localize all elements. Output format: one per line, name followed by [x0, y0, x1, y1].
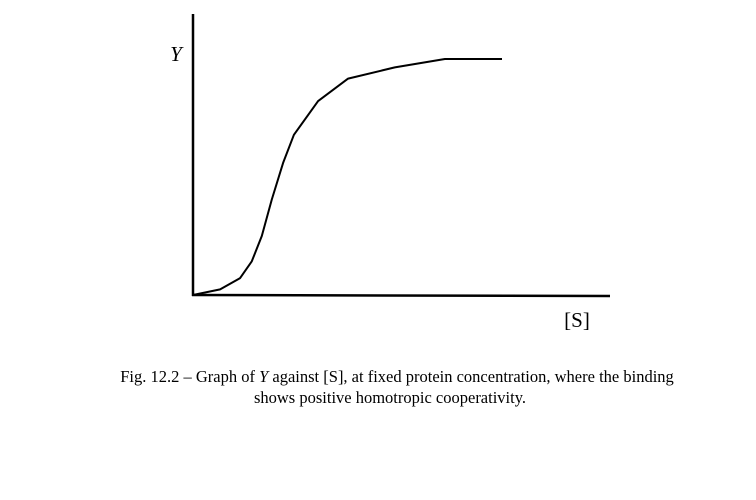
curve — [192, 58, 502, 296]
caption-part: against [S], at fixed protein concentrat… — [268, 367, 674, 386]
x-axis-label: [S] — [564, 308, 590, 332]
caption: Fig. 12.2 – Graph of Y against [S], at f… — [120, 367, 674, 386]
y-axis-label: Y — [170, 42, 184, 66]
caption-part: Y — [259, 367, 270, 386]
x-axis — [191, 293, 611, 298]
caption: shows positive homotropic cooperativity. — [254, 388, 526, 407]
caption-part: Fig. 12.2 – Graph of — [120, 367, 259, 386]
